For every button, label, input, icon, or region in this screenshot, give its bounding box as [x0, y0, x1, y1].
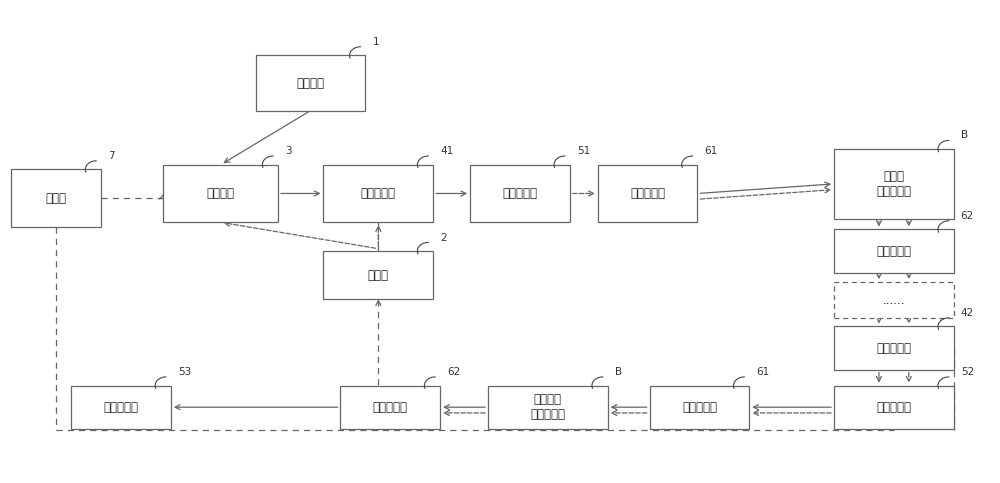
- Text: 51: 51: [577, 146, 590, 156]
- Bar: [470, 165, 570, 222]
- Text: ......: ......: [883, 294, 905, 307]
- Text: 前置过滤器: 前置过滤器: [502, 187, 537, 200]
- Bar: [256, 56, 365, 111]
- Text: 合流控制管: 合流控制管: [373, 401, 408, 413]
- Text: 循环中继泵: 循环中继泵: [876, 341, 911, 355]
- Text: 最后一级
单体电池组: 最后一级 单体电池组: [530, 393, 565, 421]
- Text: 电解液箱: 电解液箱: [207, 187, 235, 200]
- Bar: [11, 170, 101, 227]
- Bar: [323, 165, 433, 222]
- Text: 52: 52: [961, 367, 974, 377]
- Text: 中置过滤器: 中置过滤器: [876, 401, 911, 413]
- Bar: [323, 251, 433, 299]
- Bar: [650, 385, 749, 429]
- Bar: [340, 385, 440, 429]
- Text: 分流控制管: 分流控制管: [682, 401, 717, 413]
- Bar: [488, 385, 608, 429]
- Text: B: B: [961, 130, 968, 141]
- Bar: [163, 165, 278, 222]
- Bar: [834, 149, 954, 219]
- Text: 控制器: 控制器: [46, 192, 67, 205]
- Text: 后置过滤器: 后置过滤器: [104, 401, 139, 413]
- Bar: [598, 165, 697, 222]
- Text: 53: 53: [178, 367, 191, 377]
- Bar: [834, 282, 954, 318]
- Text: 1: 1: [372, 37, 379, 47]
- Text: 61: 61: [704, 146, 718, 156]
- Bar: [834, 229, 954, 273]
- Text: 电解质箱: 电解质箱: [297, 76, 325, 89]
- Text: 41: 41: [440, 146, 453, 156]
- Text: 存储箱: 存储箱: [368, 269, 389, 282]
- Text: 62: 62: [961, 211, 974, 221]
- Text: 42: 42: [961, 308, 974, 318]
- Text: 61: 61: [756, 367, 770, 377]
- Text: 3: 3: [285, 146, 292, 156]
- Bar: [834, 385, 954, 429]
- Text: B: B: [615, 367, 622, 377]
- Text: 第一级
单体电池组: 第一级 单体电池组: [876, 170, 911, 198]
- Bar: [71, 385, 171, 429]
- Text: 合流控制管: 合流控制管: [876, 244, 911, 257]
- Text: 分流控制管: 分流控制管: [630, 187, 665, 200]
- Text: 循环初级泵: 循环初级泵: [361, 187, 396, 200]
- Text: 62: 62: [447, 367, 460, 377]
- Bar: [834, 327, 954, 369]
- Text: 7: 7: [108, 151, 115, 161]
- Text: 2: 2: [440, 232, 447, 242]
